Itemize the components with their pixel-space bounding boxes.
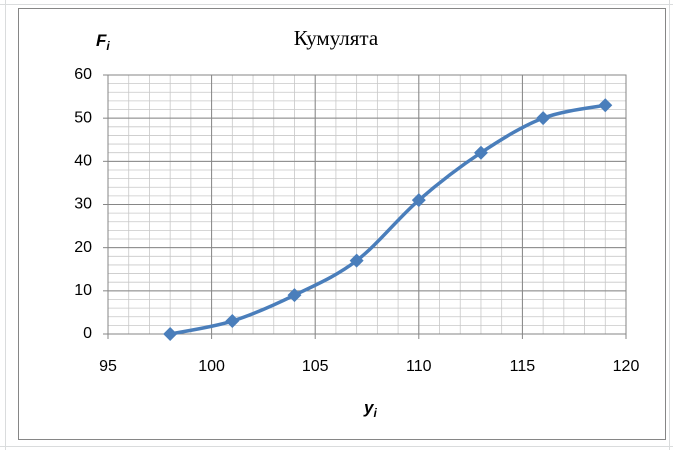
plot-area <box>107 74 627 335</box>
y-axis-label: Fi <box>96 31 110 53</box>
marker <box>349 253 364 268</box>
y-tick-label: 0 <box>83 325 92 342</box>
x-tick-label: 95 <box>99 358 117 375</box>
marker <box>536 111 551 126</box>
series-line <box>169 103 606 336</box>
y-tick-label: 20 <box>74 239 92 256</box>
marker <box>473 145 488 160</box>
y-tick-label: 50 <box>74 109 92 126</box>
chart-title: Кумулята <box>294 26 379 50</box>
y-tick-label: 30 <box>74 196 92 213</box>
y-tick-label: 60 <box>74 66 92 83</box>
y-axis-label-text: F <box>96 31 107 50</box>
chart-area <box>18 8 666 440</box>
x-tick-label: 100 <box>198 358 225 375</box>
marker <box>411 193 426 208</box>
x-axis-label-text: y <box>363 398 375 417</box>
x-tick-label: 120 <box>613 358 640 375</box>
y-axis-label-sub: i <box>106 39 110 53</box>
y-tick-label: 10 <box>74 282 92 299</box>
x-axis-label-sub: i <box>373 406 377 420</box>
x-tick-label: 115 <box>510 358 536 375</box>
x-axis-label: yi <box>363 398 377 420</box>
marker <box>163 327 178 341</box>
marker <box>287 288 302 303</box>
x-tick-label: 105 <box>302 358 329 375</box>
marker <box>598 98 613 113</box>
x-tick-label: 110 <box>406 358 432 375</box>
marker <box>225 314 240 329</box>
y-tick-label: 40 <box>74 153 92 170</box>
